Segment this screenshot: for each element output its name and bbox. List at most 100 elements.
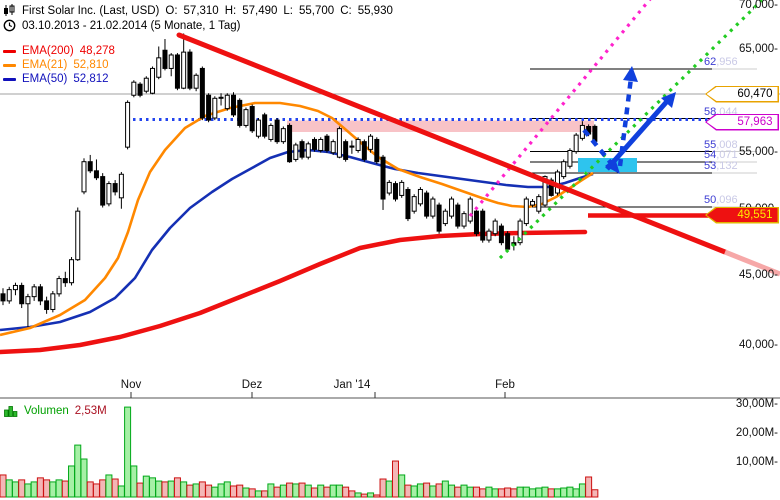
candle-down [231, 94, 237, 116]
volume-bar-down [479, 488, 487, 498]
volume-bar-up [180, 481, 188, 498]
level-label: 54,071 [704, 149, 738, 161]
candle-down [19, 284, 25, 305]
volume-bar-down [43, 479, 51, 498]
ema21-label: EMA(21) [22, 59, 68, 71]
solid-arrow-shaft [605, 96, 672, 171]
candle-down [174, 54, 180, 89]
magenta-dotted-trendline [468, 0, 652, 218]
volume-bar-up [68, 465, 76, 498]
volume-bar-up [5, 479, 13, 498]
candle-up [517, 220, 523, 244]
candle-up [573, 134, 579, 153]
volume-bar-up [30, 481, 38, 498]
candle-up [131, 81, 137, 96]
candle-down [343, 141, 349, 160]
candle-up [75, 210, 81, 261]
candle-up [156, 57, 162, 78]
volume-bar-up [24, 483, 32, 498]
legend-ema21[interactable]: EMA(21) 52,810 [3, 59, 109, 71]
ema50-swatch-icon [3, 77, 16, 81]
volume-bar-up [466, 486, 474, 498]
date-range-row: 03.10.2013 - 21.02.2014 (5 Monate, 1 Tag… [3, 19, 240, 32]
candle-up [243, 109, 249, 126]
volume-bar-down [99, 479, 107, 498]
candle-down [100, 176, 106, 206]
volume-bar-up [267, 483, 275, 498]
candle-down [392, 183, 398, 200]
volume-bar-down [286, 482, 294, 498]
volume-bar-up [329, 484, 337, 498]
resistance-zone [287, 120, 594, 132]
candle-down [299, 141, 305, 158]
candle-up [330, 141, 336, 154]
volume-bar-down [161, 481, 169, 498]
volume-bar-up [55, 479, 63, 498]
candle-up [268, 124, 274, 140]
candle-up [81, 161, 87, 193]
candle-up [399, 181, 405, 196]
candle-up [118, 173, 124, 199]
price-tag: 60,470 [705, 85, 779, 103]
volume-bar-down [379, 478, 387, 498]
candle-down [237, 99, 243, 126]
volume-bar-up [304, 484, 312, 498]
legend-ema200[interactable]: EMA(200) 48,278 [3, 45, 115, 57]
candle-up [567, 149, 573, 167]
candle-up [542, 176, 548, 206]
candle-down [162, 49, 168, 69]
ema200-swatch-icon [3, 49, 16, 53]
high-value: 57,490 [242, 4, 278, 17]
volume-bar-up [416, 483, 424, 498]
level-label-faint: ,008 [716, 138, 738, 151]
candle-down [287, 124, 293, 163]
price-tag: 57,963 [705, 113, 779, 131]
volume-bar-down [298, 482, 306, 498]
volume-bar-up [572, 488, 580, 498]
green-dotted-trendline [498, 0, 764, 260]
volume-bar-up [398, 474, 406, 498]
down-trendline [176, 32, 728, 255]
candle-up [255, 119, 261, 137]
candle-up [168, 54, 174, 69]
candle-down [349, 145, 355, 148]
volume-bar-up [155, 480, 163, 498]
volume-bar-up [254, 490, 262, 498]
candle-up [12, 284, 18, 291]
candle-up [536, 196, 542, 212]
level-label: 62,956 [704, 56, 738, 68]
volume-bar-up [578, 483, 586, 498]
level-label-main: 62 [704, 56, 717, 68]
volume-bar-down [173, 477, 181, 498]
volume-bar-down [404, 484, 412, 498]
volume-bar-up [167, 480, 175, 498]
level-label-main: 53 [704, 160, 717, 172]
volume-bar-up [80, 458, 88, 498]
candlestick-icon [3, 4, 16, 17]
axis-tick-label: 40,000- [738, 339, 778, 351]
volume-bar-down [36, 477, 44, 498]
volume-bar-down [497, 488, 505, 498]
candle-down [374, 138, 380, 163]
candle-up [430, 198, 436, 217]
volume-bar-down [236, 484, 244, 498]
price-tag-value: 49,551 [706, 208, 778, 222]
volume-bars-icon [4, 405, 18, 417]
volume-legend[interactable]: Volumen 2,53M [4, 405, 107, 417]
candle-down [0, 293, 6, 302]
volume-bar-up [11, 481, 19, 498]
candle-up [492, 220, 498, 235]
volume-bar-down [273, 486, 281, 498]
legend-ema50[interactable]: EMA(50) 52,812 [3, 73, 109, 85]
volume-bar-up [105, 474, 113, 498]
candle-down [455, 204, 461, 227]
candle-down [480, 210, 486, 241]
high-label: H: [224, 4, 237, 17]
volume-bar-up [49, 481, 57, 498]
candle-down [187, 51, 193, 89]
volume-bar-down [472, 486, 480, 498]
axis-tick-label: 65,000- [738, 43, 778, 55]
volume-bar-down [342, 486, 350, 498]
level-label: 53,132 [704, 160, 738, 172]
